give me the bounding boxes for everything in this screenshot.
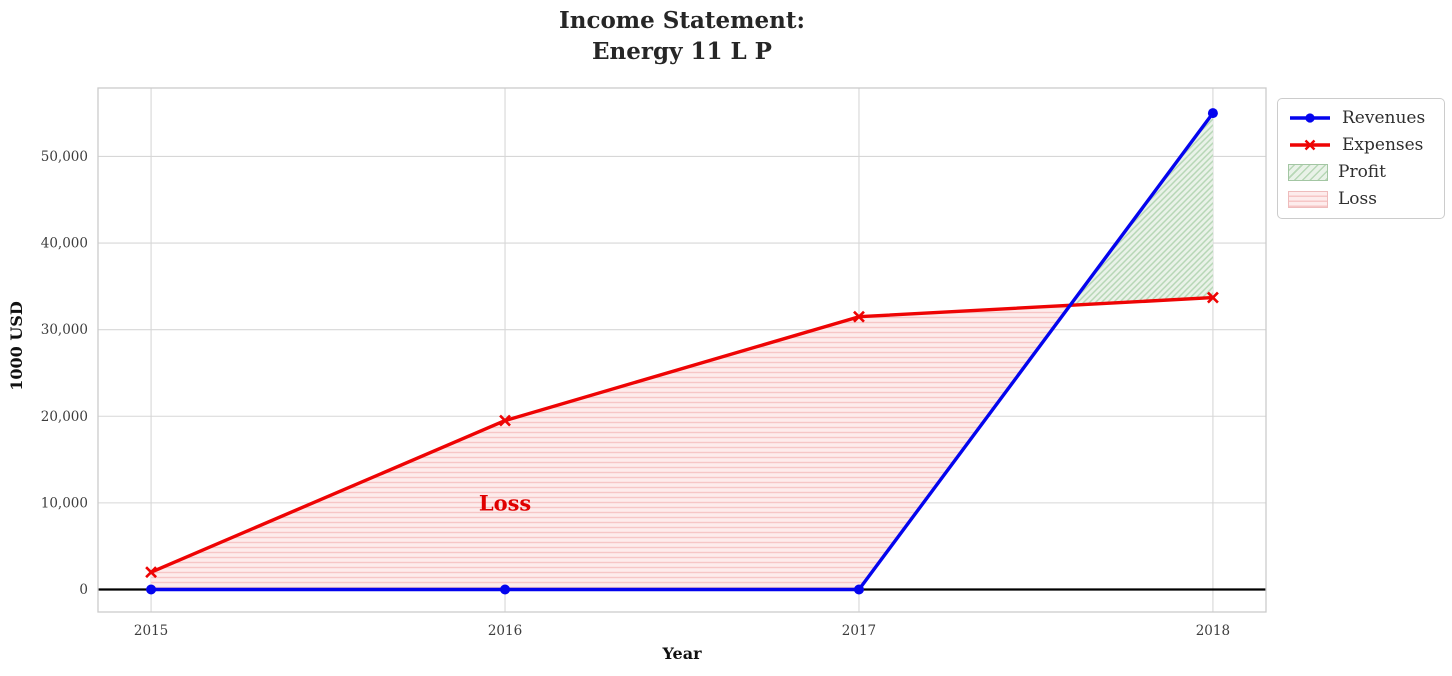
legend-item-loss: Loss <box>1288 188 1434 210</box>
expenses-line-sample-icon <box>1290 139 1330 151</box>
legend-label-expenses: Expenses <box>1342 135 1424 155</box>
legend-item-profit: Profit <box>1288 161 1434 183</box>
x-axis-label: Year <box>662 644 702 663</box>
svg-text:50,000: 50,000 <box>41 149 88 165</box>
chart-title-line1: Income Statement: <box>558 7 805 34</box>
legend-label-profit: Profit <box>1338 162 1386 182</box>
svg-text:30,000: 30,000 <box>41 322 88 338</box>
svg-text:0: 0 <box>79 582 88 598</box>
svg-text:2016: 2016 <box>488 623 522 639</box>
legend-label-revenues: Revenues <box>1342 108 1426 128</box>
profit-patch-icon <box>1288 163 1328 181</box>
legend-item-expenses: Expenses <box>1288 134 1434 156</box>
y-axis-label: 1000 USD <box>7 301 26 391</box>
chart-title: Income Statement: Energy 11 L P <box>98 5 1266 67</box>
plot-border <box>97 87 1267 613</box>
loss-fill-region <box>151 305 1070 590</box>
legend-label-loss: Loss <box>1338 189 1377 209</box>
y-tick-labels: 0 10,000 20,000 30,000 40,000 50,000 <box>41 149 88 598</box>
loss-annotation: Loss <box>479 491 531 516</box>
svg-text:Loss: Loss <box>479 491 531 516</box>
svg-text:2015: 2015 <box>134 623 168 639</box>
revenues-line <box>146 108 1218 595</box>
loss-patch-icon <box>1288 190 1328 208</box>
svg-text:40,000: 40,000 <box>41 236 88 252</box>
legend: Revenues Expenses Profit Loss <box>1277 98 1445 219</box>
svg-text:2017: 2017 <box>842 623 876 639</box>
expenses-line <box>145 291 1219 579</box>
revenues-line-sample-icon <box>1290 113 1330 123</box>
svg-text:20,000: 20,000 <box>41 409 88 425</box>
chart-title-line2: Energy 11 L P <box>592 38 772 65</box>
svg-text:10,000: 10,000 <box>41 495 88 511</box>
legend-item-revenues: Revenues <box>1288 107 1434 129</box>
svg-text:2018: 2018 <box>1196 623 1230 639</box>
x-tick-labels: 2015 2016 2017 2018 <box>134 623 1230 639</box>
